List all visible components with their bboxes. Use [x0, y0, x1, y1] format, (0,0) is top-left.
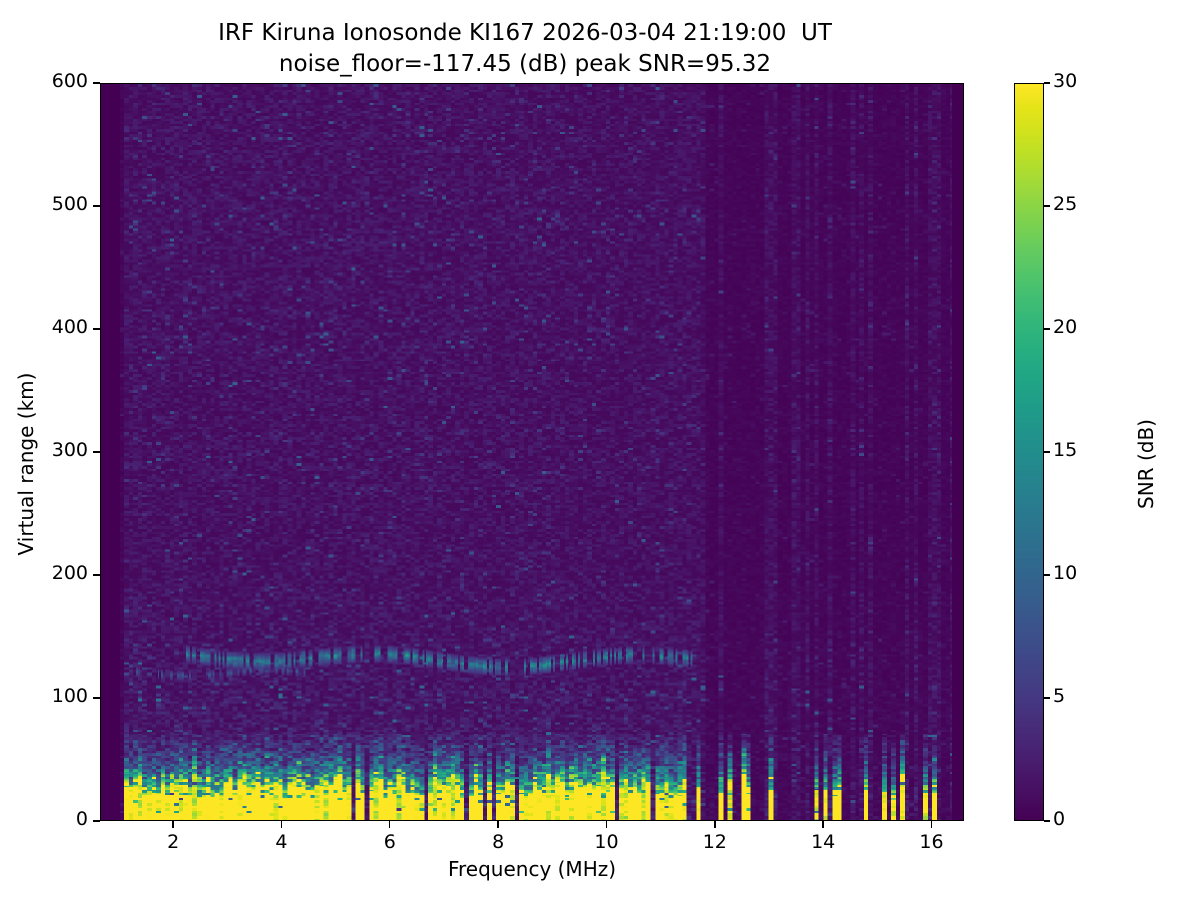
colorbar-gradient	[1015, 84, 1043, 820]
x-axis-tick-label: 14	[811, 831, 836, 853]
colorbar-tick	[1044, 205, 1050, 207]
x-axis-tick	[930, 821, 933, 828]
y-axis-tick-label: 0	[75, 808, 88, 830]
colorbar-tick	[1044, 451, 1050, 453]
colorbar-tick-label: 20	[1053, 316, 1078, 338]
colorbar-label: SNR (dB)	[1134, 419, 1158, 509]
y-axis-tick-label: 300	[51, 439, 88, 461]
colorbar-tick-label: 0	[1053, 808, 1066, 830]
colorbar-tick-label: 5	[1053, 685, 1066, 707]
colorbar-tick-label: 10	[1053, 562, 1078, 584]
colorbar-tick	[1044, 328, 1050, 330]
y-axis-tick	[93, 328, 100, 330]
colorbar-tick-label: 25	[1053, 193, 1078, 215]
x-axis-tick	[497, 821, 499, 828]
page-title: IRF Kiruna Ionosonde KI167 2026-03-04 21…	[0, 18, 1050, 80]
ionogram-plot-area[interactable]	[100, 83, 964, 821]
x-axis-tick-label: 8	[492, 831, 505, 853]
y-axis-tick	[93, 697, 100, 699]
y-axis-tick-label: 200	[51, 562, 88, 584]
x-axis-tick	[605, 821, 608, 828]
x-axis-tick-label: 10	[594, 831, 619, 853]
x-axis-tick-label: 16	[919, 831, 944, 853]
colorbar-tick	[1044, 820, 1050, 822]
y-axis-label: Virtual range (km)	[14, 372, 38, 556]
ionogram-heatmap-canvas	[101, 84, 963, 820]
y-axis-tick	[93, 82, 100, 84]
colorbar[interactable]	[1014, 83, 1044, 821]
y-axis-tick	[93, 574, 100, 576]
y-axis-tick	[93, 820, 100, 822]
y-axis-tick-label: 400	[51, 316, 88, 338]
y-axis-tick-label: 600	[51, 70, 88, 92]
title-line-2: noise_floor=-117.45 (dB) peak SNR=95.32	[278, 51, 772, 77]
title-line-1: IRF Kiruna Ionosonde KI167 2026-03-04 21…	[218, 20, 832, 46]
x-axis-tick	[280, 821, 283, 828]
x-axis-tick	[172, 821, 174, 828]
x-axis-tick	[389, 821, 391, 828]
colorbar-tick-label: 15	[1053, 439, 1078, 461]
x-axis-tick	[714, 821, 716, 828]
y-axis-tick-label: 100	[51, 685, 88, 707]
colorbar-tick	[1044, 574, 1050, 576]
y-axis-tick	[93, 451, 100, 453]
x-axis-label: Frequency (MHz)	[447, 857, 617, 881]
y-axis-tick-label: 500	[51, 193, 88, 215]
x-axis-tick-label: 4	[275, 831, 288, 853]
x-axis-tick-label: 6	[383, 831, 396, 853]
y-axis-tick	[93, 205, 100, 207]
colorbar-tick	[1044, 82, 1050, 84]
x-axis-tick-label: 12	[702, 831, 727, 853]
x-axis-tick	[822, 821, 824, 828]
colorbar-tick-label: 30	[1053, 70, 1078, 92]
colorbar-tick	[1044, 697, 1050, 699]
x-axis-tick-label: 2	[167, 831, 180, 853]
